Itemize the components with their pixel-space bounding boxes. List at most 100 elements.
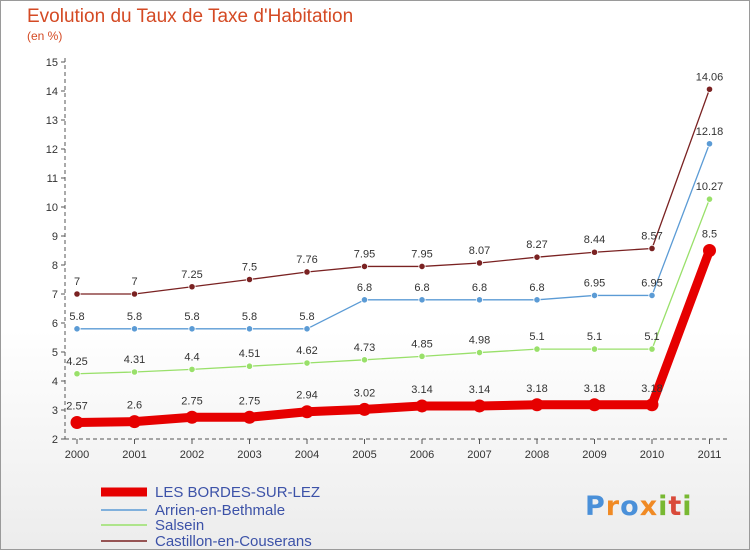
data-label: 2.75: [181, 395, 202, 407]
data-label: 6.8: [357, 282, 372, 294]
data-point: [360, 262, 369, 271]
data-point: [188, 325, 196, 333]
logo-letter: i: [682, 491, 693, 522]
logo-letter: r: [605, 491, 621, 522]
data-label: 3.18: [641, 383, 662, 395]
data-label: 2.94: [296, 390, 317, 402]
legend-label: Castillon-en-Couserans: [155, 533, 312, 549]
data-label: 14.06: [696, 71, 724, 83]
data-point: [415, 399, 429, 413]
data-label: 3.18: [584, 383, 605, 395]
data-label: 3.14: [469, 384, 490, 396]
data-label: 10.27: [696, 181, 724, 193]
series-line: [76, 198, 711, 375]
data-label: 5.8: [127, 311, 142, 323]
data-point: [590, 345, 599, 353]
data-label: 5.8: [184, 311, 199, 323]
data-point: [705, 140, 714, 148]
y-tick-label: 6: [52, 318, 58, 330]
x-tick-label: 2006: [410, 449, 434, 461]
data-label: 4.25: [66, 356, 87, 368]
data-label: 3.14: [411, 384, 432, 396]
data-label: 4.62: [296, 345, 317, 357]
proxiti-logo: Proxiti: [585, 491, 693, 522]
data-point: [475, 259, 484, 267]
data-point: [245, 275, 254, 284]
chart-title: Evolution du Taux de Taxe d'Habitation: [27, 6, 354, 27]
data-point: [533, 345, 541, 353]
series-line: [76, 143, 711, 330]
data-label: 3.02: [354, 387, 375, 399]
data-point: [185, 410, 199, 424]
data-point: [245, 362, 254, 370]
data-point: [360, 296, 369, 304]
logo-letter: t: [668, 491, 683, 522]
data-label: 5.1: [587, 331, 602, 343]
data-label: 8.5: [702, 229, 717, 241]
data-label: 6.8: [529, 282, 544, 294]
data-point: [303, 268, 311, 276]
data-point: [128, 415, 141, 429]
y-tick-label: 7: [52, 289, 58, 301]
data-point: [130, 325, 139, 333]
data-label: 4.4: [184, 351, 199, 363]
data-point: [533, 253, 541, 261]
data-label: 7: [131, 276, 137, 288]
x-tick-label: 2011: [698, 449, 722, 461]
data-point: [418, 352, 426, 360]
data-label: 7.25: [181, 269, 202, 281]
x-tick-label: 2007: [467, 449, 491, 461]
y-tick-label: 14: [46, 86, 58, 98]
data-point: [705, 85, 714, 93]
data-point: [303, 325, 311, 333]
data-point: [418, 262, 426, 271]
data-point: [188, 365, 196, 373]
logo-letter: P: [585, 491, 606, 522]
y-tick-label: 2: [52, 434, 58, 446]
y-tick-label: 9: [52, 231, 58, 243]
data-label: 6.8: [414, 282, 429, 294]
data-point: [588, 398, 601, 412]
data-label: 3.18: [526, 383, 547, 395]
data-point: [360, 356, 369, 364]
data-label: 8.07: [469, 245, 490, 257]
legend-label: LES BORDES-SUR-LEZ: [155, 484, 320, 501]
data-label: 4.31: [124, 354, 145, 366]
data-point: [645, 398, 659, 412]
data-label: 7: [74, 276, 80, 288]
data-point: [703, 244, 716, 257]
data-point: [530, 398, 544, 412]
data-label: 4.98: [469, 335, 490, 347]
y-tick-label: 15: [46, 57, 58, 69]
data-point: [648, 291, 656, 300]
data-label: 7.95: [411, 248, 432, 260]
x-tick-label: 2003: [237, 449, 261, 461]
data-point: [73, 370, 81, 378]
data-point: [590, 248, 599, 256]
data-label: 12.18: [696, 126, 724, 138]
logo-letter: o: [620, 491, 640, 522]
legend-label: Salsein: [155, 517, 204, 534]
data-label: 2.6: [127, 400, 142, 412]
data-label: 5.1: [644, 331, 659, 343]
data-label: 5.8: [69, 311, 84, 323]
data-point: [300, 405, 314, 419]
y-tick-label: 10: [46, 202, 58, 214]
data-label: 4.73: [354, 342, 375, 354]
data-label: 7.95: [354, 248, 375, 260]
data-point: [358, 402, 371, 416]
series-line: [72, 246, 714, 427]
x-tick-label: 2000: [65, 449, 89, 461]
chart-subtitle: (en %): [27, 29, 63, 43]
y-tick-label: 11: [47, 173, 58, 185]
data-label: 7.76: [296, 254, 317, 266]
y-tick-label: 13: [46, 115, 58, 127]
y-tick-label: 12: [46, 144, 58, 156]
data-point: [130, 290, 139, 298]
data-label: 5.8: [242, 311, 257, 323]
data-point: [705, 195, 714, 203]
x-tick-label: 2001: [122, 449, 146, 461]
logo-letter: x: [639, 491, 659, 522]
data-label: 8.27: [526, 239, 547, 251]
